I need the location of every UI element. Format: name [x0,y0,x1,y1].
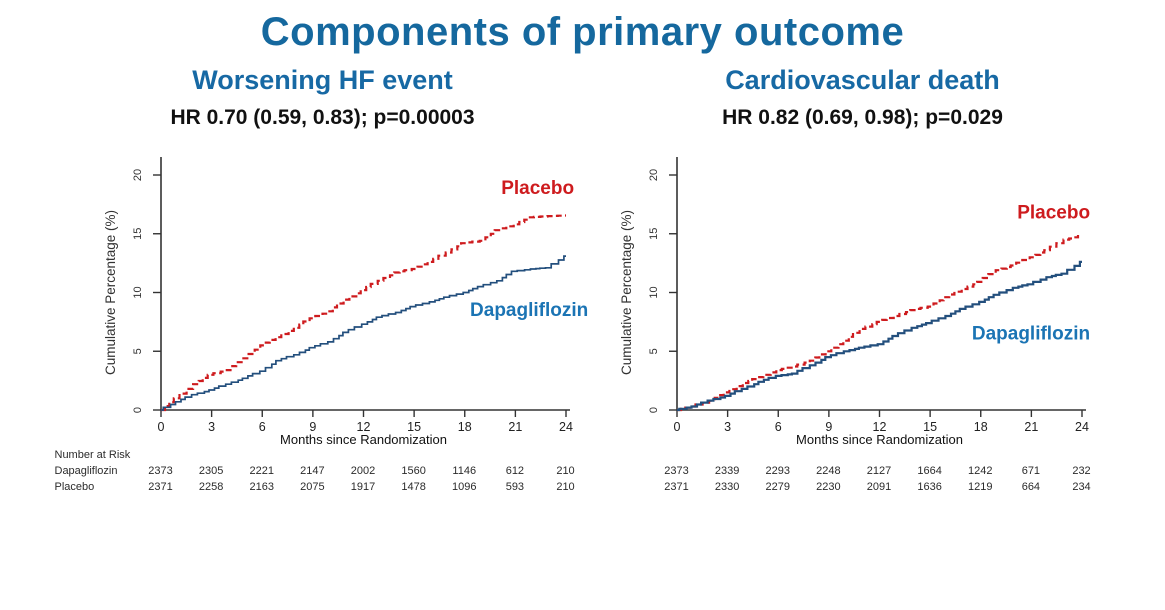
y-tick-label: 10 [132,286,144,298]
risk-row-label: Dapagliflozin [54,465,118,477]
x-tick-label: 21 [1024,420,1038,434]
risk-count: 210 [556,465,575,477]
risk-row: Dapagliflozin 2373 2305 2221 2147 2002 1560 114… [53,464,593,480]
chart-panels: Worsening HF event HR 0.70 (0.59, 0.83);… [0,57,1165,496]
x-tick-label: 9 [825,420,832,434]
hazard-ratio-worsening-hf: HR 0.70 (0.59, 0.83); p=0.00003 [170,106,475,129]
risk-row: 2371 2330 2279 2230 2091 1636 1219 664 234 [613,480,1113,496]
risk-count: 2373 [664,465,689,477]
panel-cardiovascular-death: Cardiovascular death HR 0.82 (0.69, 0.98… [613,57,1113,496]
x-tick-label: 12 [356,420,370,434]
risk-count: 2339 [714,465,740,477]
x-tick-label: 24 [559,420,573,434]
risk-count: 1560 [401,465,426,477]
risk-table-worsening-hf: Number at Risk Dapagliflozin 2373 2305 2221 2… [53,448,593,496]
risk-count: 1096 [452,481,477,493]
x-tick-label: 15 [407,420,421,434]
hazard-ratio-cardiovascular-death: HR 0.82 (0.69, 0.98); p=0.029 [722,106,1003,129]
x-axis-title: Months since Randomization [280,432,447,447]
x-tick-label: 6 [258,420,265,434]
risk-count: 1917 [350,481,376,493]
dapagliflozin-curve-label: Dapagliflozin [971,324,1089,345]
x-tick-label: 9 [309,420,316,434]
y-tick-label: 5 [648,348,660,354]
risk-count: 2371 [148,481,173,493]
y-tick-label: 15 [648,228,660,240]
risk-count: 210 [556,481,575,493]
x-tick-label: 24 [1075,420,1089,434]
x-tick-label: 3 [724,420,731,434]
risk-count: 2248 [816,465,841,477]
risk-count: 232 [1072,465,1091,477]
risk-count: 2371 [664,481,689,493]
risk-count: 2279 [765,481,790,493]
slide: Components of primary outcome Worsening … [0,10,1165,610]
risk-count: 612 [505,465,525,477]
risk-count: 2221 [249,465,274,477]
y-tick-label: 0 [132,407,144,413]
page-title: Components of primary outcome [260,10,905,54]
risk-row: Placebo 2371 2258 2163 2075 1917 1478 1096 593 21… [53,480,593,496]
risk-count: 2075 [300,481,325,493]
placebo-curve-label: Placebo [501,178,574,199]
risk-count: 2002 [350,465,376,477]
km-curve-placebo [676,235,1082,412]
km-curve-dapagliflozin [160,255,566,411]
risk-count: 2305 [198,465,224,477]
panel-subtitle-cardiovascular-death: Cardiovascular death [725,65,1000,95]
x-tick-label: 15 [923,420,937,434]
x-tick-label: 0 [673,420,680,434]
km-curve-placebo [160,214,566,412]
placebo-curve-label: Placebo [1017,202,1090,223]
risk-count: 2127 [866,465,892,477]
risk-table-cardiovascular-death: 2373 2339 2293 2248 2127 1664 1242 671 232 2371 23… [613,448,1113,496]
y-tick-label: 20 [648,169,660,181]
risk-count: 2230 [816,481,841,493]
x-tick-label: 18 [457,420,471,434]
y-axis-title: Cumulative Percentage (%) [103,210,118,375]
risk-row-label: Placebo [54,481,95,493]
x-tick-label: 18 [973,420,987,434]
y-axis-title: Cumulative Percentage (%) [619,210,634,375]
risk-count: 1636 [917,481,942,493]
y-tick-label: 10 [648,286,660,298]
km-curve-dapagliflozin [676,260,1082,412]
panel-worsening-hf: Worsening HF event HR 0.70 (0.59, 0.83);… [53,57,593,496]
risk-count: 1219 [968,481,993,493]
panel-subtitle-worsening-hf: Worsening HF event [192,65,453,95]
km-chart-worsening-hf: 0 5 10 15 20 Cumulative Percentage (%) 0 3 6 9 12 1… [103,157,588,447]
x-tick-label: 6 [774,420,781,434]
risk-count: 1478 [401,481,426,493]
risk-count: 2258 [198,481,224,493]
risk-count: 2163 [249,481,274,493]
y-tick-label: 15 [132,228,144,240]
km-chart-cardiovascular-death: 0 5 10 15 20 Cumulative Percentage (%) 0 3 6 9 12 1… [619,157,1090,447]
x-axis-title: Months since Randomization [796,432,963,447]
risk-count: 2330 [714,481,740,493]
x-tick-label: 21 [508,420,522,434]
risk-row: 2373 2339 2293 2248 2127 1664 1242 671 232 [613,464,1113,480]
y-tick-label: 5 [132,348,144,354]
risk-count: 234 [1072,481,1091,493]
risk-table-header [613,448,1113,464]
risk-count: 2147 [300,465,325,477]
risk-count: 671 [1021,465,1041,477]
risk-count: 2293 [765,465,790,477]
risk-count: 1664 [917,465,942,477]
y-tick-label: 0 [648,407,660,413]
x-tick-label: 3 [208,420,215,434]
risk-count: 2091 [866,481,892,493]
risk-table-header: Number at Risk [54,449,131,461]
risk-count: 1146 [452,465,477,477]
dapagliflozin-curve-label: Dapagliflozin [470,300,588,321]
risk-count: 664 [1021,481,1041,493]
risk-count: 2373 [148,465,173,477]
risk-count: 593 [505,481,525,493]
y-tick-label: 20 [132,169,144,181]
risk-count: 1242 [968,465,993,477]
x-tick-label: 12 [872,420,886,434]
x-tick-label: 0 [157,420,164,434]
